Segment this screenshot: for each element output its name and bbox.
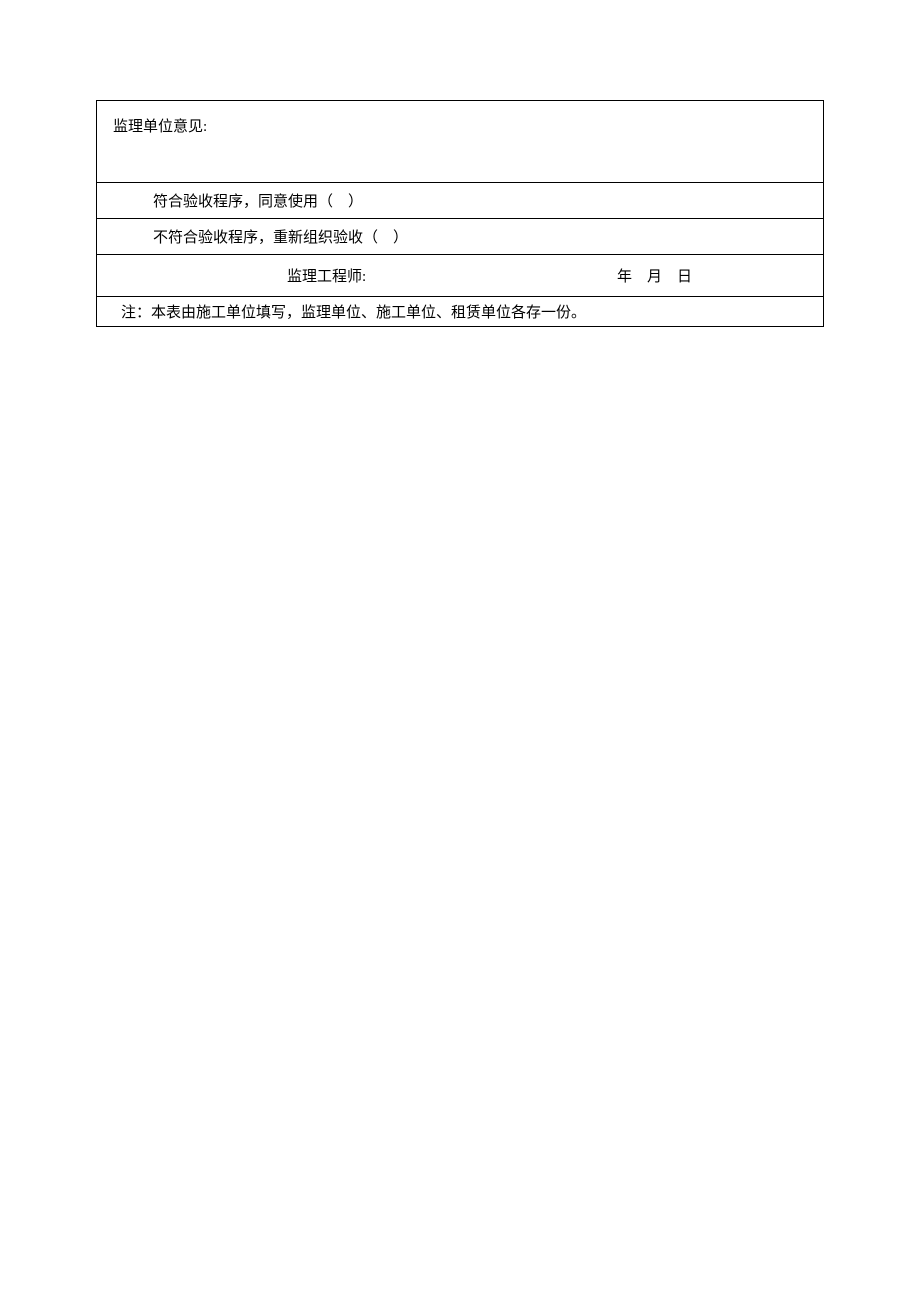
table-row: 符合验收程序，同意使用（ ）: [97, 183, 824, 219]
year-label: 年: [617, 265, 632, 286]
table-row: 监理单位意见:: [97, 101, 824, 183]
date-field: 年 月 日: [617, 265, 692, 286]
table-row: 监理工程师: 年 月 日: [97, 255, 824, 297]
note-text: 注：本表由施工单位填写，监理单位、施工单位、租赁单位各存一份。: [121, 305, 586, 321]
table-row: 注：本表由施工单位填写，监理单位、施工单位、租赁单位各存一份。: [97, 297, 824, 327]
day-label: 日: [677, 265, 692, 286]
engineer-label: 监理工程师:: [287, 265, 366, 286]
check-reject-text: 不符合验收程序，重新组织验收（ ）: [153, 230, 408, 246]
opinion-label: 监理单位意见:: [113, 119, 207, 135]
table-row: 不符合验收程序，重新组织验收（ ）: [97, 219, 824, 255]
supervision-opinion-table: 监理单位意见: 符合验收程序，同意使用（ ） 不符合验收程序，重新组织验收（ ）…: [96, 100, 824, 327]
month-label: 月: [647, 265, 662, 286]
check-accept-text: 符合验收程序，同意使用（ ）: [153, 194, 363, 210]
